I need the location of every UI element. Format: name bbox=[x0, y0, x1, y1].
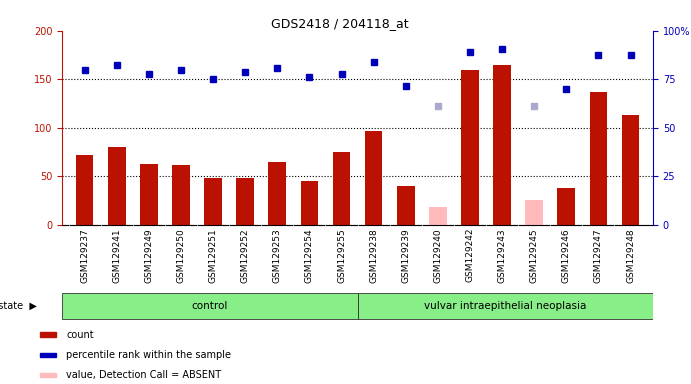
Text: GSM129251: GSM129251 bbox=[209, 228, 218, 283]
Text: GSM129253: GSM129253 bbox=[273, 228, 282, 283]
Bar bbox=[40, 353, 56, 357]
Text: GSM129240: GSM129240 bbox=[433, 228, 442, 283]
Bar bbox=[397, 186, 415, 225]
Bar bbox=[589, 92, 607, 225]
Bar bbox=[622, 115, 639, 225]
Text: GSM129250: GSM129250 bbox=[176, 228, 185, 283]
Text: control: control bbox=[191, 301, 228, 311]
Bar bbox=[365, 131, 383, 225]
Text: GSM129249: GSM129249 bbox=[144, 228, 153, 283]
Text: GSM129241: GSM129241 bbox=[112, 228, 122, 283]
FancyBboxPatch shape bbox=[62, 293, 358, 319]
Bar bbox=[40, 332, 56, 337]
Bar bbox=[429, 207, 446, 225]
Text: GSM129254: GSM129254 bbox=[305, 228, 314, 283]
Text: GSM129243: GSM129243 bbox=[498, 228, 507, 283]
Bar bbox=[205, 178, 222, 225]
Title: GDS2418 / 204118_at: GDS2418 / 204118_at bbox=[271, 17, 408, 30]
Bar bbox=[269, 162, 286, 225]
FancyBboxPatch shape bbox=[358, 293, 653, 319]
Bar bbox=[558, 188, 575, 225]
Bar bbox=[172, 164, 190, 225]
Bar bbox=[40, 372, 56, 377]
Bar bbox=[525, 200, 543, 225]
Bar bbox=[76, 155, 93, 225]
Text: value, Detection Call = ABSENT: value, Detection Call = ABSENT bbox=[66, 370, 221, 380]
Bar bbox=[461, 70, 479, 225]
Text: vulvar intraepithelial neoplasia: vulvar intraepithelial neoplasia bbox=[424, 301, 587, 311]
Text: GSM129248: GSM129248 bbox=[626, 228, 635, 283]
Text: percentile rank within the sample: percentile rank within the sample bbox=[66, 350, 231, 360]
Bar bbox=[493, 65, 511, 225]
Text: count: count bbox=[66, 329, 94, 339]
Bar bbox=[332, 152, 350, 225]
Bar bbox=[140, 164, 158, 225]
Text: GSM129252: GSM129252 bbox=[240, 228, 249, 283]
Text: GSM129237: GSM129237 bbox=[80, 228, 89, 283]
Bar bbox=[236, 178, 254, 225]
Text: GSM129246: GSM129246 bbox=[562, 228, 571, 283]
Text: GSM129255: GSM129255 bbox=[337, 228, 346, 283]
Text: GSM129238: GSM129238 bbox=[369, 228, 378, 283]
Text: disease state  ▶: disease state ▶ bbox=[0, 301, 37, 311]
Text: GSM129247: GSM129247 bbox=[594, 228, 603, 283]
Text: GSM129245: GSM129245 bbox=[530, 228, 539, 283]
Bar bbox=[108, 147, 126, 225]
Bar bbox=[301, 181, 319, 225]
Text: GSM129239: GSM129239 bbox=[401, 228, 410, 283]
Text: GSM129242: GSM129242 bbox=[466, 228, 475, 283]
